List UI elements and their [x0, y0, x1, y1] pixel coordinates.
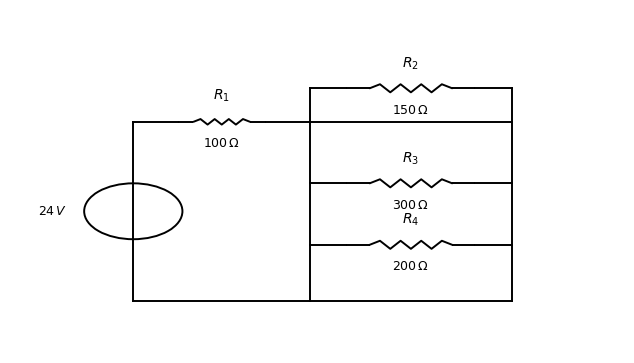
Text: $200\,\Omega$: $200\,\Omega$ [392, 260, 429, 273]
Text: $300\,\Omega$: $300\,\Omega$ [392, 199, 429, 212]
Text: $100\,\Omega$: $100\,\Omega$ [204, 137, 240, 150]
Text: $R_3$: $R_3$ [403, 150, 420, 167]
Text: $R_1$: $R_1$ [213, 87, 230, 104]
Text: $R_2$: $R_2$ [403, 55, 419, 72]
Text: $R_4$: $R_4$ [403, 212, 420, 228]
Text: $150\,\Omega$: $150\,\Omega$ [392, 104, 429, 117]
Text: $24\,V$: $24\,V$ [38, 205, 67, 218]
